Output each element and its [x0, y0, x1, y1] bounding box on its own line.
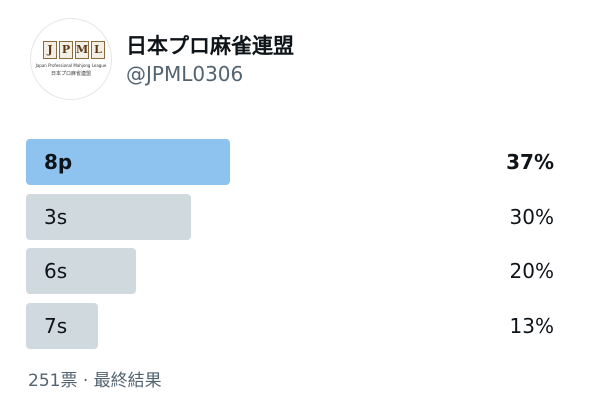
logo-tile: P	[59, 41, 73, 59]
logo-tile: M	[75, 41, 89, 59]
logo-tile: J	[43, 41, 57, 59]
option-label: 8p	[44, 150, 73, 174]
option-percent: 20%	[509, 259, 554, 283]
poll-bar	[26, 248, 136, 294]
handle[interactable]: @JPML0306	[126, 62, 244, 86]
poll-bar	[26, 302, 98, 349]
logo-tile: L	[91, 41, 105, 59]
option-percent: 37%	[506, 150, 554, 174]
option-label: 7s	[44, 313, 68, 338]
option-percent: 13%	[509, 313, 554, 338]
option-percent: 30%	[509, 204, 554, 229]
option-label: 3s	[44, 204, 68, 229]
logo-caption: Japan Professional Mahjong League	[35, 63, 107, 68]
display-name[interactable]: 日本プロ麻雀連盟	[126, 34, 294, 58]
logo-subcaption: 日本プロ麻雀連盟	[50, 71, 91, 77]
poll-bar	[26, 139, 230, 185]
poll-bar	[26, 193, 191, 240]
poll-footer: 251票 · 最終結果	[28, 371, 162, 391]
option-label: 6s	[44, 259, 68, 283]
